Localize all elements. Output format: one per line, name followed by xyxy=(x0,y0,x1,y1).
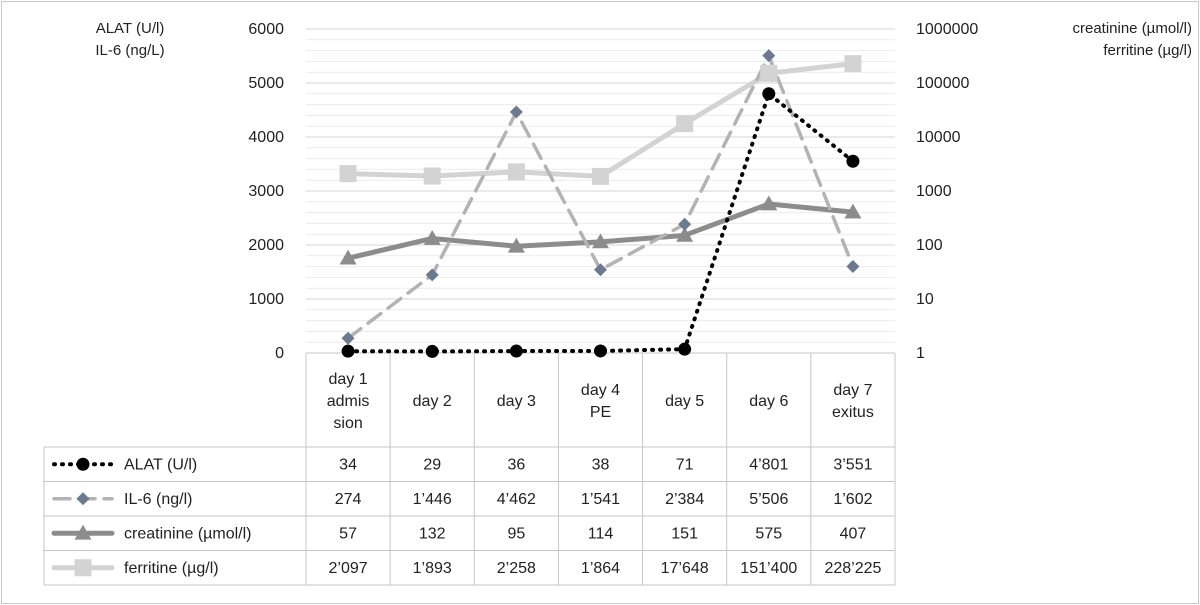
data-point xyxy=(341,344,355,358)
table-cell-value: 274 xyxy=(335,491,362,508)
data-point xyxy=(676,115,694,133)
table-cell-value: 407 xyxy=(840,525,867,542)
category-label: PE xyxy=(590,404,611,421)
category-label: day 4 xyxy=(581,382,620,399)
table-cell-value: 38 xyxy=(592,456,610,473)
data-point xyxy=(425,268,439,282)
table-cell-value: 5’506 xyxy=(749,491,788,508)
data-point xyxy=(507,237,525,253)
data-point xyxy=(74,524,92,540)
series-markers xyxy=(339,49,862,358)
table-cell-value: 2’258 xyxy=(497,560,536,577)
table-cell-value: 17’648 xyxy=(661,560,709,577)
table-cell-value: 1’893 xyxy=(413,560,452,577)
right-tick-label: 100 xyxy=(916,237,943,254)
category-label: day 1 xyxy=(329,371,368,388)
category-label: sion xyxy=(333,415,362,432)
table-cell-value: 1’864 xyxy=(581,560,620,577)
table-cell-value: 71 xyxy=(676,456,694,473)
data-point xyxy=(844,203,862,219)
data-point xyxy=(507,163,525,181)
table-cell-value: 57 xyxy=(339,525,357,542)
table-cell-value: 3’551 xyxy=(833,456,872,473)
data-point xyxy=(762,49,776,63)
right-tick-label: 100000 xyxy=(916,75,969,92)
right-tick-label: 10 xyxy=(916,291,934,308)
table-cell-value: 151’400 xyxy=(740,560,797,577)
data-point xyxy=(509,105,523,119)
data-point xyxy=(846,154,860,168)
table-cell-value: 132 xyxy=(419,525,446,542)
category-label: day 3 xyxy=(497,393,536,410)
table-cell-value: 34 xyxy=(339,456,357,473)
legend-label: creatinine (µmol/l) xyxy=(124,525,251,542)
category-label: exitus xyxy=(832,404,874,421)
data-point xyxy=(760,195,778,211)
table-cell-value: 1’541 xyxy=(581,491,620,508)
left-tick-label: 2000 xyxy=(248,237,284,254)
data-point xyxy=(592,167,609,185)
category-label: day 5 xyxy=(665,393,704,410)
data-point xyxy=(423,229,441,245)
legend-label: ALAT (U/l) xyxy=(124,456,197,473)
data-point xyxy=(594,344,607,358)
table-cell-value: 114 xyxy=(588,525,614,542)
category-label: admis xyxy=(327,393,370,410)
left-tick-label: 3000 xyxy=(248,183,284,200)
table-cell-value: 4’462 xyxy=(497,491,536,508)
table-cell-value: 2’097 xyxy=(328,560,367,577)
table-cell-value: 575 xyxy=(755,525,782,542)
left-tick-label: 1000 xyxy=(248,291,284,308)
data-point xyxy=(676,226,694,242)
legend-label: IL-6 (ng/l) xyxy=(124,491,192,508)
right-axis-title: ferritine (µg/l) xyxy=(1103,42,1192,59)
table-cell-value: 1’446 xyxy=(413,491,452,508)
table-cell-value: 228’225 xyxy=(824,560,881,577)
data-table: day 1 admis sion day 2 day 3 day 4 PE day 5 day … xyxy=(43,352,896,586)
right-tick-label: 1000 xyxy=(916,183,952,200)
left-axis-title: ALAT (U/l) xyxy=(96,20,165,37)
left-tick-label: 6000 xyxy=(248,21,284,38)
data-point xyxy=(762,87,776,101)
right-tick-label: 10000 xyxy=(916,129,961,146)
data-point xyxy=(425,344,439,358)
data-point xyxy=(341,331,355,345)
table-cell-value: 1’602 xyxy=(833,491,872,508)
data-point xyxy=(509,344,523,358)
table-cell-value: 95 xyxy=(507,525,525,542)
data-point xyxy=(423,167,441,185)
left-axis-title: IL-6 (ng/L) xyxy=(95,42,164,59)
data-point xyxy=(678,342,692,356)
left-tick-label: 4000 xyxy=(248,129,284,146)
axes: 0 1000 2000 3000 4000 5000 6000 ALAT (U/l) IL-6 … xyxy=(95,20,1192,362)
table-cell-value: 151 xyxy=(671,525,698,542)
data-point xyxy=(760,64,778,82)
data-point xyxy=(592,233,609,249)
table-cell-value: 4’801 xyxy=(749,456,788,473)
data-point xyxy=(594,263,607,277)
data-point xyxy=(678,217,692,231)
category-label: day 6 xyxy=(749,393,788,410)
right-tick-label: 1000000 xyxy=(916,21,978,38)
right-tick-label: 1 xyxy=(916,345,925,362)
data-point xyxy=(339,165,357,183)
right-axis-title: creatinine (µmol/l) xyxy=(1072,20,1192,37)
left-tick-label: 0 xyxy=(275,345,284,362)
category-label: day 2 xyxy=(413,393,452,410)
data-point xyxy=(844,55,862,73)
table-cell-value: 36 xyxy=(507,456,525,473)
data-point xyxy=(76,457,90,471)
left-tick-label: 5000 xyxy=(248,75,284,92)
legend-label: ferritine (µg/l) xyxy=(124,560,219,577)
data-point xyxy=(339,249,357,265)
data-point xyxy=(74,559,92,577)
table-cell-value: 29 xyxy=(423,456,441,473)
category-label: day 7 xyxy=(833,382,872,399)
data-point xyxy=(846,259,860,273)
data-point xyxy=(76,492,90,506)
table-cell-value: 2’384 xyxy=(665,491,704,508)
